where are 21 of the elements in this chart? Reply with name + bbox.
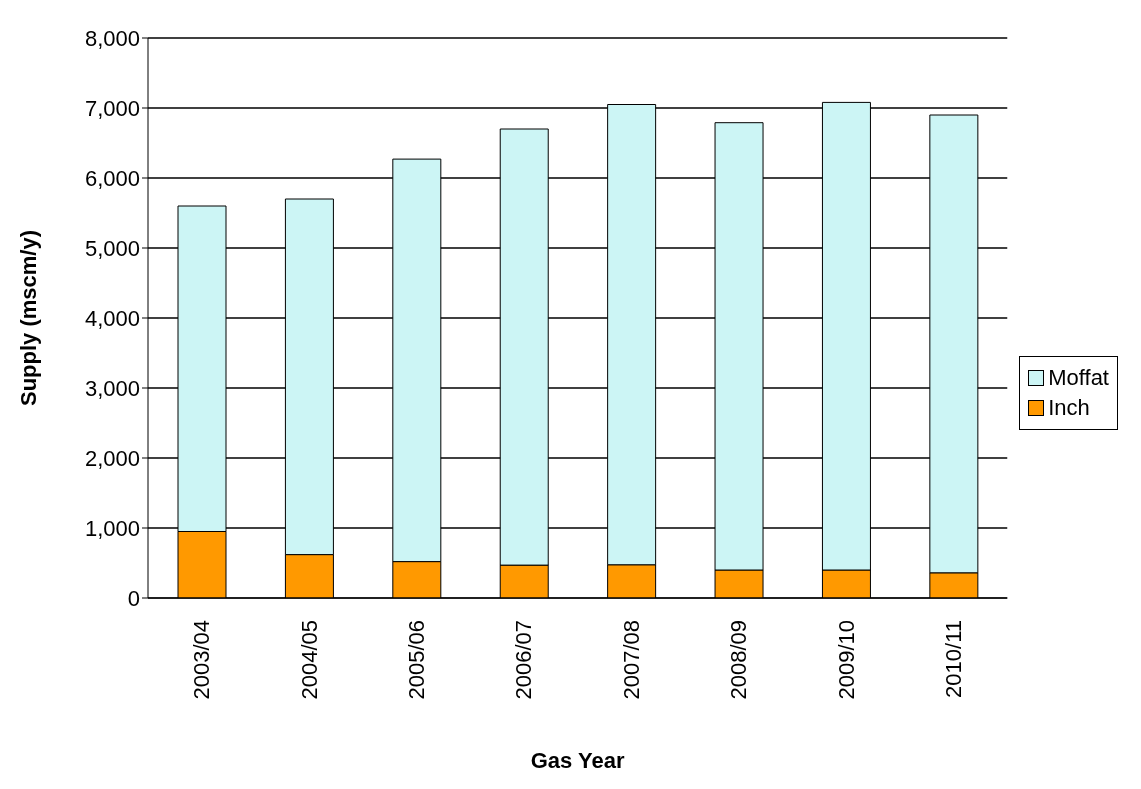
y-tick-label: 3,000 (84, 375, 140, 401)
x-tick-label: 2010/11 (941, 620, 967, 698)
x-tick-label: 2004/05 (296, 620, 322, 700)
x-tick-label: 2008/09 (726, 620, 752, 700)
y-tick-label: 6,000 (84, 165, 140, 191)
x-tick-label: 2007/08 (618, 620, 644, 700)
x-axis-title: Gas Year (530, 748, 625, 773)
y-tick-label: 8,000 (84, 25, 140, 51)
y-tick-label: 2,000 (84, 445, 140, 471)
x-tick-label: 2009/10 (833, 620, 859, 700)
legend-label: Inch (1048, 395, 1090, 421)
y-tick-label: 0 (127, 585, 140, 611)
y-tick-label: 5,000 (84, 235, 140, 261)
x-tick-label: 2005/06 (404, 620, 430, 700)
y-tick-label: 7,000 (84, 95, 140, 121)
x-tick-label: 2006/07 (511, 620, 537, 700)
y-tick-label: 1,000 (84, 515, 140, 541)
legend-label: Moffat (1048, 365, 1109, 391)
y-tick-label: 4,000 (84, 305, 140, 331)
y-axis-title: Supply (mscm/y) (15, 229, 41, 407)
x-tick-label: 2003/04 (189, 620, 215, 700)
